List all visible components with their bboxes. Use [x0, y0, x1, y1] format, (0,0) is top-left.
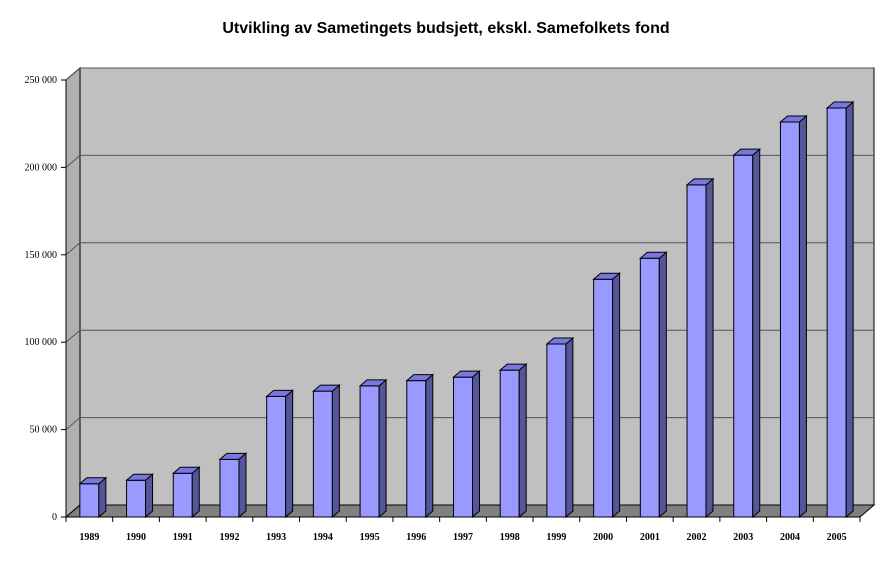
bar-side: [845, 100, 854, 519]
gridline: [65, 67, 874, 81]
y-tick-label: 100 000: [25, 337, 58, 348]
gridline: [65, 154, 874, 168]
bar-top: [78, 477, 108, 485]
bar-top: [218, 452, 248, 460]
bar-top: [452, 370, 481, 378]
bar-side: [378, 378, 387, 519]
bar-side: [98, 476, 107, 519]
bar: [686, 184, 707, 518]
x-axis-ticks: 1989 1990 1991 1992 1993 1994 1995 1996 1997 1998…: [65, 517, 861, 543]
bar: [312, 390, 333, 518]
bar-top: [732, 148, 762, 156]
x-tick-label: 1990: [126, 532, 146, 543]
x-tick-label: 1999: [546, 532, 566, 543]
bar: [406, 380, 427, 518]
bar: [172, 472, 193, 518]
x-tick-label: 1998: [500, 532, 520, 543]
bar-top: [545, 337, 575, 345]
bar: [779, 121, 800, 518]
x-tick-label: 1989: [79, 532, 99, 543]
bar: [453, 376, 473, 518]
bar-side: [285, 389, 294, 519]
x-tick-label: 1994: [313, 532, 333, 543]
y-tick-label: 50 000: [30, 425, 58, 436]
x-tick-label: 1992: [219, 532, 239, 543]
bar-top: [405, 374, 435, 382]
x-tick-label: 2000: [593, 532, 613, 543]
bar-side: [752, 148, 761, 519]
bar-side: [191, 466, 200, 519]
bar-side: [238, 452, 247, 519]
bar-side: [612, 272, 621, 519]
x-tick-label: 2001: [640, 532, 660, 543]
side-wall: [65, 66, 81, 519]
bar-side: [658, 251, 667, 519]
bar-side: [565, 336, 574, 519]
bar: [359, 385, 380, 518]
bar: [126, 479, 147, 518]
x-tick-label: 2002: [687, 532, 707, 543]
bar: [219, 458, 240, 518]
bar-top: [358, 379, 388, 387]
bar: [546, 343, 567, 518]
bar: [593, 278, 614, 518]
x-tick-label: 1993: [266, 532, 286, 543]
x-tick-label: 1995: [360, 532, 380, 543]
bar-top: [685, 178, 715, 186]
gridline: [65, 242, 874, 256]
bar-top: [779, 115, 808, 123]
bar-top: [265, 389, 295, 397]
y-tick-label: 150 000: [25, 250, 58, 261]
bar-top: [592, 272, 621, 280]
bar-top: [638, 251, 668, 259]
bar: [826, 107, 847, 518]
y-axis-ticks: 0 50 000 100 000 150 000 200 000 250 000: [25, 75, 66, 523]
bar: [499, 369, 520, 518]
bar-side: [425, 373, 434, 519]
bar-side: [705, 177, 714, 519]
bar-side: [145, 473, 154, 519]
x-tick-label: 1997: [453, 532, 473, 543]
y-tick-label: 250 000: [25, 75, 58, 86]
x-tick-label: 2003: [733, 532, 753, 543]
bar: [733, 154, 754, 518]
bar: [79, 483, 100, 518]
x-tick-label: 2005: [827, 532, 847, 543]
bar-top: [171, 466, 201, 474]
bar-top: [498, 363, 528, 371]
bar-side: [798, 114, 807, 519]
x-tick-label: 1996: [406, 532, 426, 543]
bar-top: [825, 101, 855, 109]
bar-side: [472, 370, 480, 519]
bar: [639, 257, 660, 518]
y-tick-label: 0: [52, 512, 57, 523]
bar: [266, 395, 287, 518]
gridlines: [65, 67, 874, 430]
bar-side: [331, 384, 340, 519]
y-tick-label: 200 000: [25, 162, 58, 173]
x-tick-label: 1991: [173, 532, 193, 543]
bar-top: [312, 384, 341, 392]
bar-top: [125, 473, 154, 481]
chart-title: Utvikling av Sametingets budsjett, ekskl…: [222, 20, 670, 37]
x-tick-label: 2004: [780, 532, 800, 543]
bar-side: [518, 363, 527, 519]
bars: [78, 100, 855, 519]
